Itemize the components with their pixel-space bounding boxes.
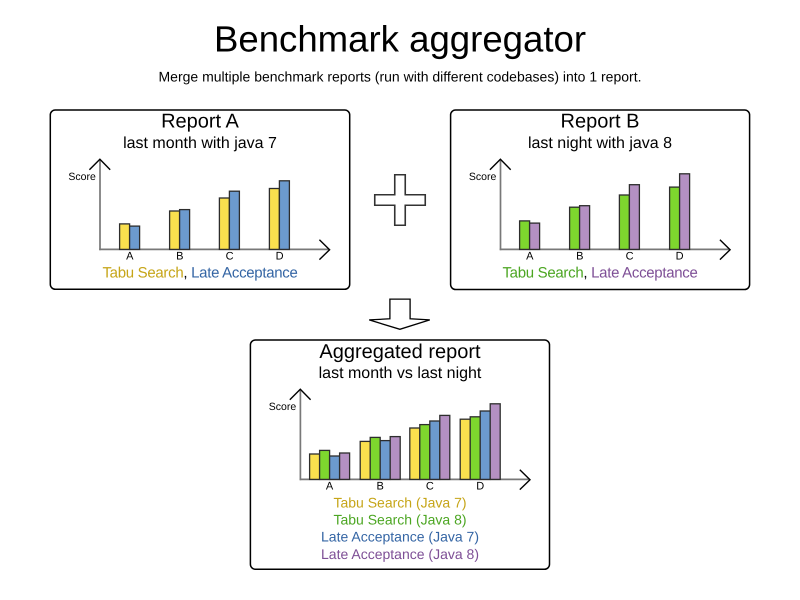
svg-text:B: B	[176, 251, 183, 263]
svg-text:Tabu Search (Java 8): Tabu Search (Java 8)	[333, 512, 466, 528]
svg-text:last night with java 8: last night with java 8	[528, 135, 672, 152]
svg-text:Report B: Report B	[561, 111, 640, 133]
svg-text:A: A	[326, 480, 334, 492]
svg-text:Merge multiple benchmark repor: Merge multiple benchmark reports (run wi…	[159, 69, 642, 85]
svg-text:Late Acceptance (Java 8): Late Acceptance (Java 8)	[321, 546, 479, 562]
svg-text:A: A	[126, 251, 134, 263]
svg-text:C: C	[426, 480, 434, 492]
svg-text:Tabu Search (Java 7): Tabu Search (Java 7)	[333, 494, 466, 510]
svg-text:D: D	[476, 480, 484, 492]
svg-text:D: D	[276, 251, 284, 263]
svg-text:Benchmark aggregator: Benchmark aggregator	[214, 18, 586, 59]
svg-text:C: C	[226, 251, 234, 263]
svg-text:B: B	[377, 480, 384, 492]
svg-text:Report A: Report A	[161, 111, 239, 133]
svg-text:Score: Score	[269, 401, 297, 413]
svg-text:C: C	[626, 251, 634, 263]
svg-text:Late Acceptance (Java 7): Late Acceptance (Java 7)	[321, 529, 479, 545]
svg-text:Score: Score	[68, 171, 96, 183]
svg-text:Tabu Search, Late Acceptance: Tabu Search, Late Acceptance	[102, 264, 297, 281]
svg-text:B: B	[576, 251, 583, 263]
svg-text:Aggregated report: Aggregated report	[319, 341, 481, 363]
svg-text:Score: Score	[469, 171, 497, 183]
svg-text:last month with java 7: last month with java 7	[123, 135, 277, 152]
svg-text:Tabu Search, Late Acceptance: Tabu Search, Late Acceptance	[502, 264, 697, 281]
svg-text:A: A	[526, 251, 534, 263]
svg-text:D: D	[676, 251, 684, 263]
svg-text:last month vs last night: last month vs last night	[319, 365, 482, 382]
